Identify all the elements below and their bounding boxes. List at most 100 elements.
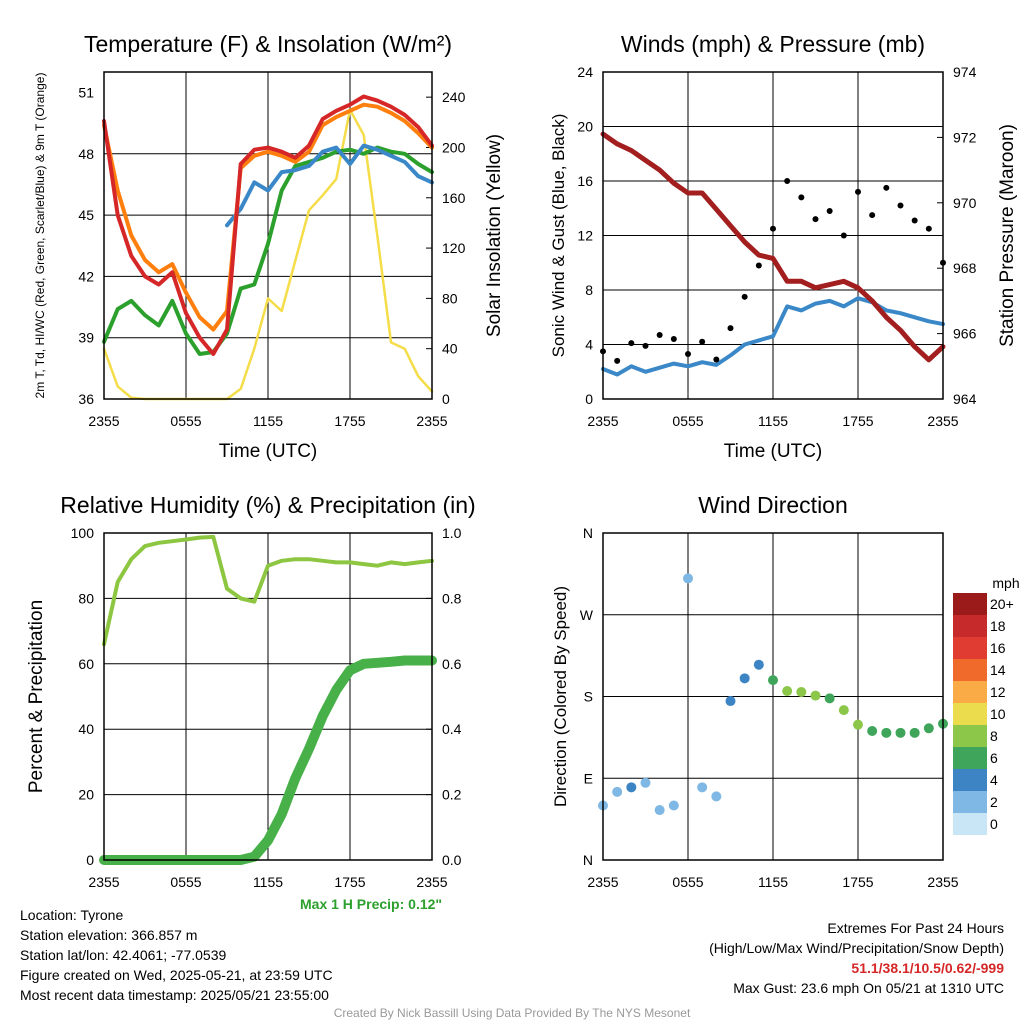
x-tick-label: 1755 <box>842 413 873 429</box>
legend-label: 0 <box>990 816 998 832</box>
direction-point <box>654 805 665 816</box>
gust-point <box>642 342 649 349</box>
y-tick-label: 45 <box>78 207 94 223</box>
temperature-series-line <box>102 102 434 332</box>
x-axis-label: Time (UTC) <box>219 441 318 462</box>
gust-point <box>713 356 720 363</box>
legend-swatch <box>953 659 987 681</box>
x-tick-label: 1155 <box>253 413 283 429</box>
direction-point <box>853 719 863 730</box>
direction-point <box>753 659 764 670</box>
plot-border <box>602 71 944 400</box>
direction-point <box>838 705 849 716</box>
gust-point <box>925 225 932 232</box>
y-right-tick-label: 0.0 <box>442 852 462 868</box>
recent-timestamp: Most recent data timestamp: 2025/05/21 2… <box>20 987 329 1003</box>
temperature-series-line <box>225 143 434 228</box>
x-tick-label: 1755 <box>334 413 365 429</box>
legend-label: 20+ <box>990 596 1014 612</box>
direction-point <box>697 782 708 793</box>
x-tick-label: 1155 <box>253 874 283 890</box>
direction-point <box>739 673 750 684</box>
direction-point <box>768 675 778 686</box>
y-tick-label: 12 <box>577 228 593 244</box>
gust-point <box>614 357 621 364</box>
y-tick-label: 0 <box>86 852 94 868</box>
legend-label: 12 <box>990 684 1006 700</box>
y-tick-label: 16 <box>577 173 593 189</box>
x-tick-label: 2355 <box>927 413 958 429</box>
y-tick-label: 20 <box>78 787 94 803</box>
direction-point <box>909 727 920 738</box>
y-tick-label: 8 <box>585 282 593 298</box>
gust-point <box>812 216 819 223</box>
x-tick-label: 2355 <box>416 413 447 429</box>
y-axis-label: Direction (Colored By Speed) <box>551 586 570 807</box>
y-tick-label: 42 <box>78 268 94 284</box>
y-right-tick-label: 0.8 <box>442 590 462 606</box>
gust-point <box>727 325 734 332</box>
gust-point <box>798 194 805 201</box>
y-right-tick-label: 160 <box>442 190 466 206</box>
gust-point <box>897 202 904 209</box>
legend-swatch <box>953 593 987 615</box>
gust-point <box>685 351 691 358</box>
y-tick-label: N <box>583 852 593 868</box>
y-tick-label: 60 <box>78 656 94 672</box>
y-tick-label: E <box>584 770 593 786</box>
x-tick-label: 0555 <box>672 413 703 429</box>
station-elevation: Station elevation: 366.857 m <box>20 927 198 943</box>
legend-label: 6 <box>990 750 998 766</box>
extremes-subtitle: (High/Low/Max Wind/Precipitation/Snow De… <box>709 940 1004 956</box>
relative-humidity-line <box>102 534 434 647</box>
x-tick-label: 1755 <box>334 874 365 890</box>
direction-point <box>711 791 722 802</box>
y-right-tick-label: 200 <box>442 139 466 155</box>
legend-label: 10 <box>990 706 1006 722</box>
gust-point <box>699 338 706 345</box>
direction-point <box>881 727 892 738</box>
direction-point <box>626 782 637 793</box>
y-right-tick-label: 0.6 <box>442 656 462 672</box>
legend-swatch <box>953 769 987 791</box>
chart-title: Wind Direction <box>698 492 848 518</box>
y-axis-label: Sonic Wind & Gust (Blue, Black) <box>549 114 568 358</box>
y-right-tick-label: 972 <box>953 129 977 145</box>
gust-point <box>628 340 635 347</box>
y-right-tick-label: 240 <box>442 89 466 105</box>
temperature-panel: 2355 0555 1155 1755 2355 Temperature (F) & In… <box>33 31 505 462</box>
temperature-series-line <box>102 94 434 356</box>
x-tick-label: 1155 <box>758 413 788 429</box>
direction-point <box>895 727 906 738</box>
legend-swatch <box>953 637 987 659</box>
direction-point <box>810 690 821 701</box>
direction-point <box>923 723 934 734</box>
y-axis-label: 2m T, Td, HI/WC (Red, Green, Scarlet/Blu… <box>33 73 47 399</box>
x-tick-label: 2355 <box>416 874 447 890</box>
plot-border <box>103 71 433 400</box>
chart-title: Relative Humidity (%) & Precipitation (i… <box>60 492 475 518</box>
gust-point <box>784 178 791 184</box>
x-axis-label: Time (UTC) <box>724 441 823 462</box>
legend-label: 14 <box>990 662 1006 678</box>
legend-swatch <box>953 747 987 769</box>
x-tick-label: 0555 <box>170 874 201 890</box>
gust-point <box>840 232 847 239</box>
legend-swatch <box>953 615 987 637</box>
x-tick-label: 2355 <box>587 413 618 429</box>
gust-point <box>656 331 663 338</box>
y-right-tick-label: 0 <box>442 391 450 407</box>
y-tick-label: 48 <box>78 146 94 162</box>
direction-point <box>796 686 807 697</box>
direction-point <box>867 726 878 737</box>
gust-point <box>670 336 677 343</box>
y-right-tick-label: 974 <box>953 64 977 80</box>
y-tick-label: W <box>580 607 594 623</box>
legend-swatch <box>953 681 987 703</box>
y-right-tick-label: 968 <box>953 260 977 276</box>
x-tick-label: 2355 <box>927 874 958 890</box>
direction-point <box>640 777 651 788</box>
humidity-panel: 2355 0555 1155 1755 2355 Relative Humidity (%… <box>26 492 476 890</box>
y-tick-label: 51 <box>78 84 94 100</box>
